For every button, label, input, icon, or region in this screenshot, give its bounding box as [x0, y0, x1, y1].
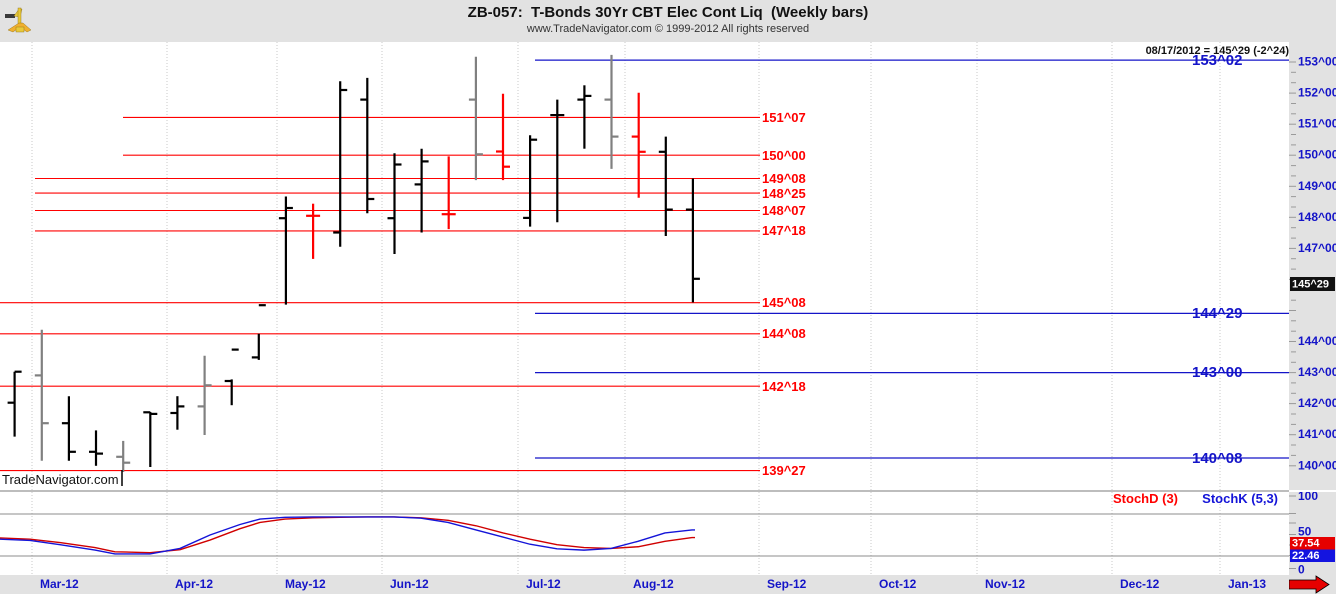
svg-text:140^00: 140^00	[1298, 458, 1336, 472]
svg-text:Apr-12: Apr-12	[175, 577, 213, 591]
svg-text:153^00: 153^00	[1298, 55, 1336, 69]
svg-text:Jun-12: Jun-12	[390, 577, 429, 591]
svg-text:Dec-12: Dec-12	[1120, 577, 1160, 591]
svg-text:37.54: 37.54	[1292, 538, 1320, 550]
svg-text:145^29: 145^29	[1292, 279, 1329, 291]
svg-text:148^25: 148^25	[762, 186, 806, 201]
svg-text:150^00: 150^00	[1298, 148, 1336, 162]
svg-text:149^00: 149^00	[1298, 179, 1336, 193]
svg-text:153^02: 153^02	[1192, 52, 1242, 69]
svg-text:147^00: 147^00	[1298, 241, 1336, 255]
svg-text:152^00: 152^00	[1298, 86, 1336, 100]
svg-text:147^18: 147^18	[762, 223, 806, 238]
svg-text:TradeNavigator.com: TradeNavigator.com	[2, 472, 119, 487]
svg-text:140^08: 140^08	[1192, 450, 1242, 467]
svg-text:141^00: 141^00	[1298, 427, 1336, 441]
svg-text:Nov-12: Nov-12	[985, 577, 1025, 591]
svg-text:144^08: 144^08	[762, 326, 806, 341]
svg-text:StochD (3): StochD (3)	[1113, 492, 1178, 506]
svg-text:22.46: 22.46	[1292, 550, 1320, 562]
svg-text:145^08: 145^08	[762, 295, 806, 310]
svg-text:144^29: 144^29	[1192, 305, 1242, 322]
svg-text:StochK (5,3): StochK (5,3)	[1202, 492, 1278, 506]
svg-text:0: 0	[1298, 563, 1305, 576]
svg-text:May-12: May-12	[285, 577, 326, 591]
svg-text:148^07: 148^07	[762, 203, 806, 218]
svg-text:Oct-12: Oct-12	[879, 577, 917, 591]
svg-text:151^07: 151^07	[762, 110, 806, 125]
svg-text:142^00: 142^00	[1298, 396, 1336, 410]
svg-text:151^00: 151^00	[1298, 117, 1336, 131]
svg-text:100: 100	[1298, 492, 1318, 503]
svg-text:50: 50	[1298, 525, 1312, 539]
svg-text:150^00: 150^00	[762, 148, 806, 163]
svg-text:Jan-13: Jan-13	[1228, 577, 1266, 591]
svg-text:148^00: 148^00	[1298, 210, 1336, 224]
svg-text:144^00: 144^00	[1298, 334, 1336, 348]
svg-text:Jul-12: Jul-12	[526, 577, 561, 591]
svg-text:Aug-12: Aug-12	[633, 577, 674, 591]
svg-text:142^18: 142^18	[762, 379, 806, 394]
svg-text:143^00: 143^00	[1192, 364, 1242, 381]
svg-text:139^27: 139^27	[762, 463, 806, 478]
svg-text:Sep-12: Sep-12	[767, 577, 807, 591]
svg-text:143^00: 143^00	[1298, 365, 1336, 379]
svg-text:Mar-12: Mar-12	[40, 577, 79, 591]
svg-text:149^08: 149^08	[762, 171, 806, 186]
